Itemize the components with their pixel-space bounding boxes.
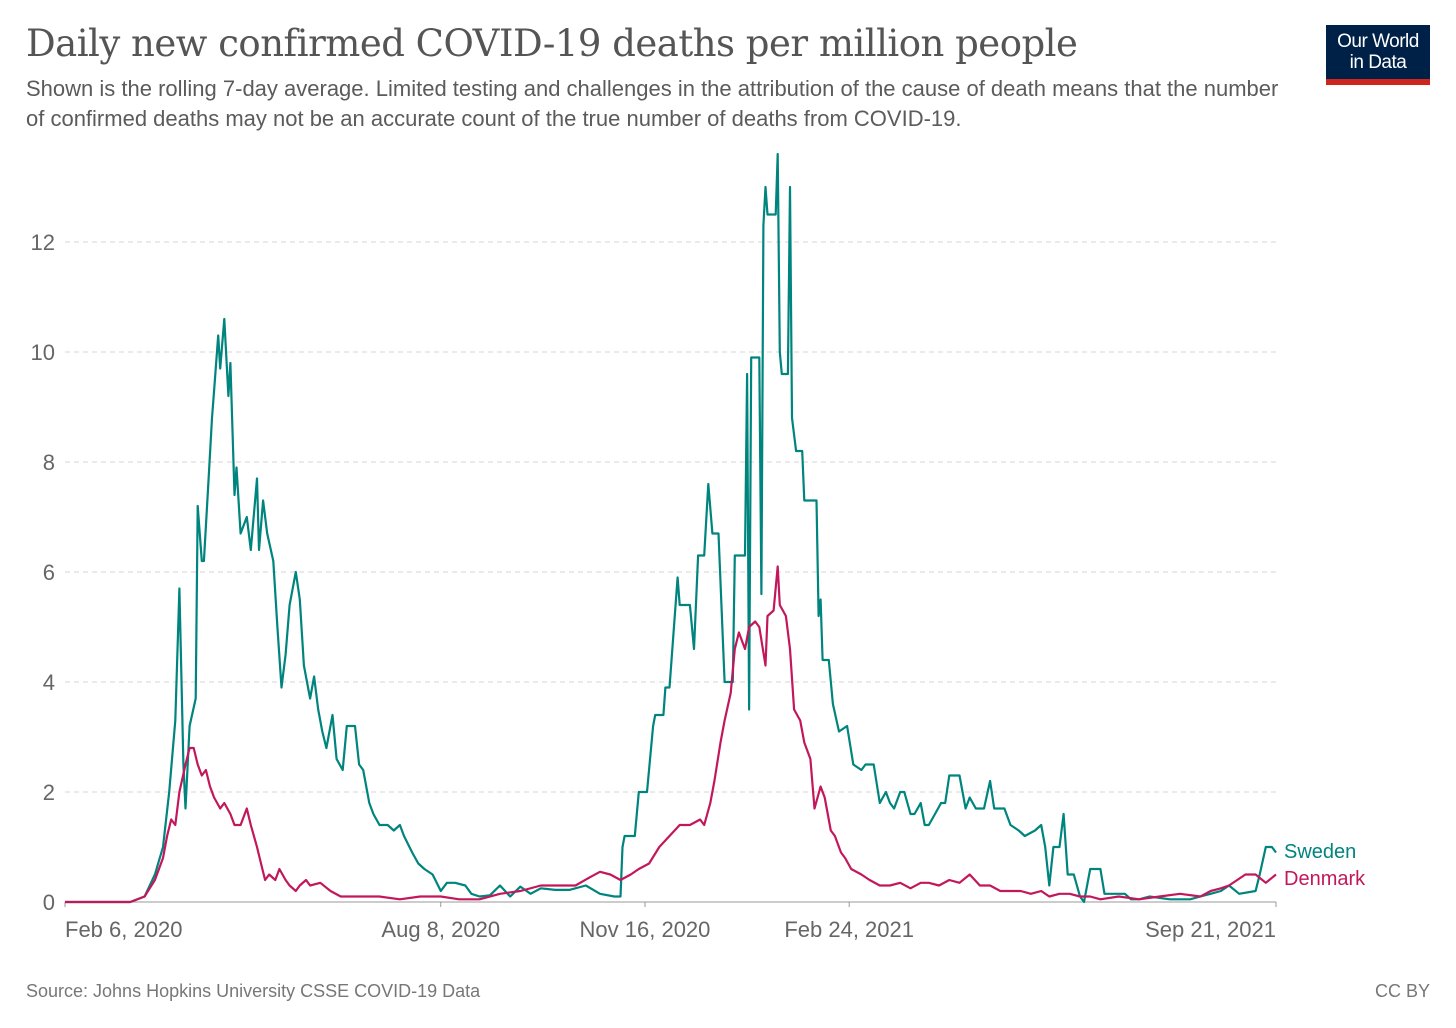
series-line-sweden — [65, 152, 1277, 904]
y-tick-label: 12 — [31, 230, 55, 255]
y-tick-label: 8 — [43, 450, 55, 475]
series-line-denmark — [65, 565, 1277, 904]
y-tick-label: 0 — [43, 890, 55, 915]
chart-title: Daily new confirmed COVID-19 deaths per … — [26, 22, 1078, 65]
source-note: Source: Johns Hopkins University CSSE CO… — [26, 981, 481, 1001]
x-tick-label: Feb 6, 2020 — [65, 917, 182, 942]
owid-logo[interactable]: Our World in Data — [1326, 25, 1430, 85]
license-link[interactable]: CC BY — [1374, 981, 1430, 1001]
y-tick-label: 2 — [43, 780, 55, 805]
x-tick-label: Sep 21, 2021 — [1145, 917, 1276, 942]
x-axis: Feb 6, 2020 Aug 8, 2020 Nov 16, 2020 Feb 24… — [64, 901, 1277, 942]
logo-line-2: in Data — [1349, 52, 1407, 73]
y-tick-label: 6 — [43, 560, 55, 585]
chart-subtitle: Shown is the rolling 7-day average. Limi… — [26, 76, 1279, 131]
series-labels: Sweden Denmark — [1284, 841, 1366, 890]
series-label-denmark: Denmark — [1284, 868, 1366, 890]
x-tick-label: Nov 16, 2020 — [580, 917, 711, 942]
series-label-sweden: Sweden — [1284, 841, 1356, 863]
y-tick-label: 10 — [31, 340, 55, 365]
series-lines — [65, 152, 1277, 904]
x-tick-label: Aug 8, 2020 — [381, 917, 500, 942]
logo-line-1: Our World — [1337, 31, 1419, 52]
y-tick-label: 4 — [43, 670, 55, 695]
gridlines — [65, 241, 1276, 793]
y-axis: 0 2 4 6 8 10 12 — [31, 230, 55, 915]
x-tick-label: Feb 24, 2021 — [784, 917, 914, 942]
